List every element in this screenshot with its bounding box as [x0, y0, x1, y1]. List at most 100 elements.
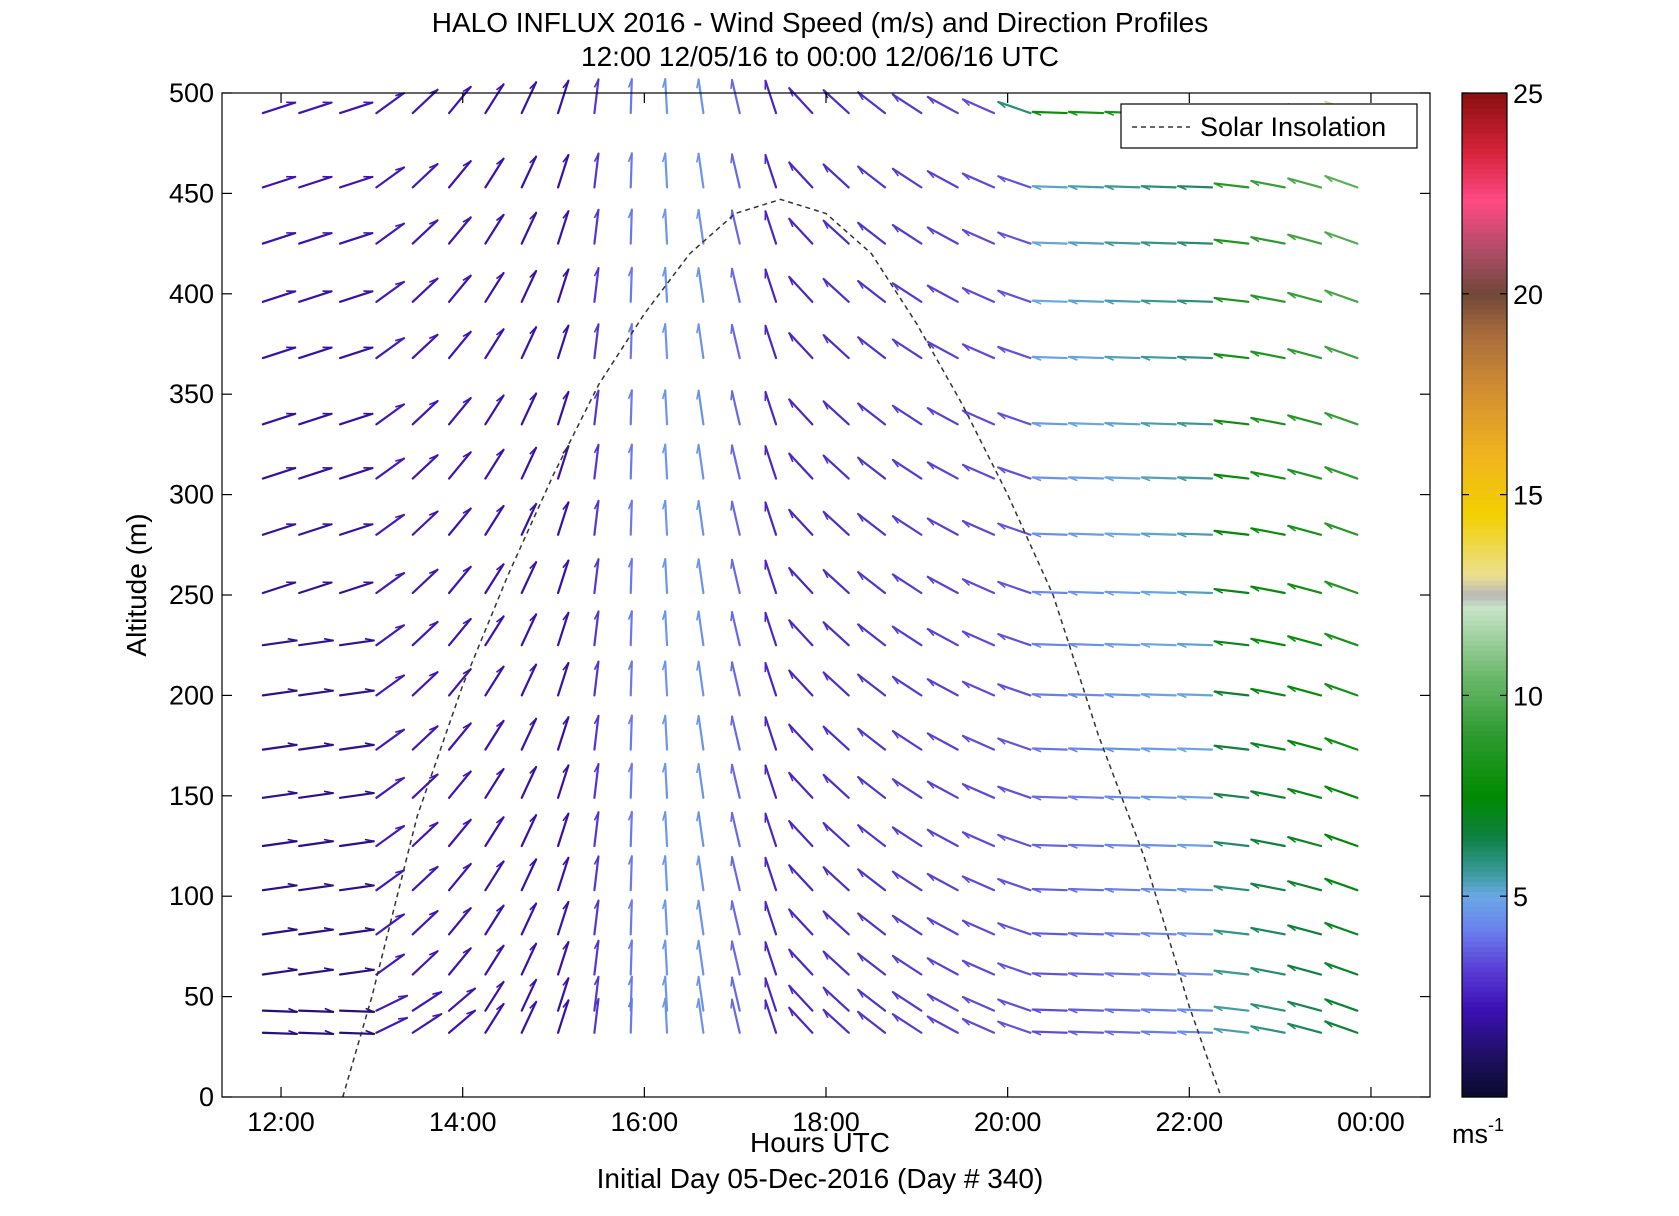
wind-vector [1250, 926, 1286, 936]
wind-vector-shaft [629, 389, 633, 426]
wind-vector-shaft [593, 660, 600, 697]
wind-vector-head [1250, 742, 1260, 749]
wind-vector-shaft [1140, 355, 1177, 360]
wind-vector [696, 443, 705, 480]
wind-vector [1140, 422, 1177, 428]
wind-vector [1176, 747, 1214, 753]
wind-vector-head [661, 856, 666, 866]
wind-vector-shaft [730, 78, 741, 115]
wind-vector-head [962, 920, 971, 928]
colorbar-segment [1462, 514, 1507, 521]
wind-vector-head [1214, 793, 1224, 799]
wind-vector-head [593, 976, 600, 986]
wind-vector-shaft [697, 855, 705, 892]
wind-vector-shaft [764, 812, 778, 848]
wind-vector [411, 620, 439, 647]
wind-vector-shaft [764, 390, 778, 426]
wind-vector [298, 101, 333, 115]
wind-vector [556, 611, 570, 647]
wind-vector [375, 1016, 409, 1034]
wind-vector [447, 160, 472, 189]
wind-vector [1287, 414, 1323, 426]
wind-vector-shaft [1031, 476, 1068, 480]
wind-vector [261, 967, 298, 976]
wind-vector-shaft [1067, 795, 1105, 799]
wind-vector-shaft [891, 729, 923, 751]
wind-vector-head [822, 401, 829, 410]
wind-vector-head [927, 993, 935, 1002]
wind-vector-shaft [261, 791, 298, 799]
wind-vector [556, 210, 570, 245]
wind-vector-shaft [730, 998, 741, 1034]
wind-vector [926, 780, 959, 799]
wind-vector-head [1250, 236, 1260, 243]
wind-vector [593, 208, 600, 245]
wind-vector-head [364, 838, 374, 843]
colorbar-segment [1462, 951, 1507, 958]
wind-vector-shaft [338, 840, 375, 848]
wind-vector-shaft [556, 900, 570, 936]
wind-vector [764, 268, 778, 303]
wind-vector-shaft [593, 899, 600, 936]
wind-vector-head [696, 611, 700, 621]
wind-vector [1176, 241, 1214, 247]
wind-vector-shaft [375, 337, 406, 360]
wind-vector-head [892, 1013, 899, 1022]
wind-vector-shaft [484, 816, 505, 848]
wind-vector-head [529, 613, 537, 622]
wind-vector [857, 512, 887, 536]
wind-vector-shaft [1067, 932, 1105, 936]
wind-vector-head [730, 901, 733, 911]
wind-vector [1104, 795, 1141, 801]
wind-vector-shaft [1250, 790, 1286, 799]
wind-vector-shaft [1104, 795, 1141, 799]
colorbar-segment [1462, 103, 1507, 109]
wind-vector-shaft [697, 660, 705, 697]
wind-vector-head [730, 764, 733, 774]
wind-vector [1250, 294, 1286, 303]
wind-vector [1213, 473, 1250, 480]
wind-vector-head [892, 573, 899, 583]
wind-vector-shaft [891, 990, 923, 1012]
wind-vector-head [1141, 643, 1151, 649]
wind-vector [891, 223, 923, 245]
wind-vector [857, 673, 887, 697]
wind-vector-shaft [484, 448, 505, 480]
wind-vector-head [962, 520, 971, 528]
colorbar-segment [1462, 158, 1507, 164]
wind-vector-shaft [961, 578, 996, 595]
wind-vector-shaft [788, 332, 814, 360]
wind-vector [1140, 355, 1177, 361]
wind-vector-head [857, 222, 864, 231]
wind-vector [926, 957, 959, 976]
wind-vector-head [997, 412, 1006, 420]
wind-vector [661, 152, 669, 189]
wind-vector [1287, 924, 1323, 936]
wind-vector [696, 558, 705, 595]
wind-vector-shaft [298, 290, 333, 303]
wind-vector-head [927, 732, 935, 741]
wind-vector [520, 1000, 538, 1034]
wind-vector-shaft [1250, 1003, 1286, 1012]
wind-vector-head [696, 715, 700, 725]
wind-vector [961, 172, 996, 189]
wind-vector [338, 838, 375, 848]
y-tick-label: 300 [169, 480, 214, 510]
wind-vector-shaft [697, 208, 705, 245]
wind-vector [1104, 299, 1141, 305]
wind-vector-shaft [1067, 747, 1105, 751]
wind-vector-shaft [961, 919, 996, 936]
wind-vector-head [1068, 591, 1078, 596]
colorbar-segment [1462, 148, 1507, 154]
y-tick-label: 250 [169, 580, 214, 610]
wind-vector-head [661, 811, 666, 821]
wind-vector-shaft [520, 155, 538, 189]
wind-vector-head [627, 661, 633, 671]
wind-vector-shaft [593, 323, 600, 360]
wind-vector-shaft [1250, 966, 1286, 976]
wind-vector [661, 78, 669, 115]
wind-vector-head [627, 976, 633, 986]
wind-vector [788, 452, 814, 480]
wind-vector-shaft [1176, 747, 1214, 751]
wind-vector-shaft [857, 279, 887, 303]
